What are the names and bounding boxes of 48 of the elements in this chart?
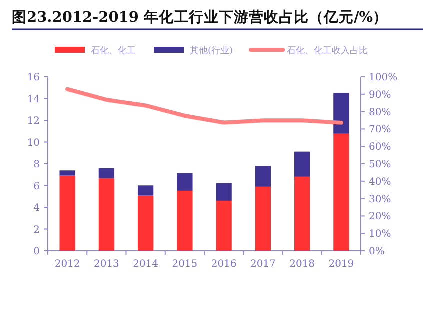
y-tick-label: 16 (27, 72, 40, 84)
y-tick-label: 6 (34, 181, 40, 192)
x-tick-label: 2018 (290, 259, 316, 270)
y-tick-label: 12 (27, 116, 40, 127)
y-tick-label: 4 (34, 203, 40, 214)
y2-tick-label: 80% (369, 107, 392, 118)
y2-tick-label: 50% (369, 160, 392, 170)
y2-tick-label: 20% (369, 212, 392, 223)
y2-tick-label: 60% (369, 142, 392, 154)
x-tick-label: 2017 (250, 259, 276, 270)
x-tick-label: 2016 (211, 259, 237, 270)
bar (216, 183, 232, 201)
bar (177, 190, 193, 251)
bar (98, 168, 115, 178)
bar (98, 178, 115, 251)
x-tick-label: 2015 (172, 259, 198, 270)
legend-label: 石化、化工 (91, 46, 136, 56)
bar (60, 170, 76, 176)
bar (177, 173, 193, 191)
bar (216, 200, 232, 251)
y2-tick-label: 70% (369, 124, 392, 136)
y2-tick-label: 30% (369, 194, 392, 206)
bar (294, 176, 310, 251)
y2-tick-label: 100% (369, 72, 398, 84)
y-tick-label: 14 (27, 94, 40, 106)
x-tick-label: 2013 (94, 259, 120, 270)
bar (334, 134, 350, 251)
y-tick-label: 2 (34, 224, 40, 236)
y2-tick-label: 90% (369, 90, 392, 101)
bar (138, 196, 154, 251)
legend-label: 石化、化工收入占比 (287, 46, 368, 56)
bar (334, 93, 350, 134)
bar (255, 186, 272, 251)
y2-tick-label: 10% (369, 229, 392, 240)
bar (60, 176, 76, 251)
y2-tick-label: 0% (369, 246, 385, 258)
y2-tick-label: 40% (369, 176, 392, 188)
bar (138, 186, 154, 196)
x-tick-label: 2019 (328, 259, 354, 270)
legend-label: 其他(行业) (190, 46, 234, 56)
x-tick-label: 2014 (133, 259, 159, 270)
x-tick-label: 2012 (54, 259, 80, 270)
y-tick-label: 10 (27, 138, 40, 149)
bar (294, 152, 310, 177)
y-tick-label: 0 (34, 246, 40, 258)
y-tick-label: 8 (34, 160, 40, 170)
title: 图23.2012-2019 年化工行业下游营收占比（亿元/%） (12, 9, 388, 26)
bar (255, 166, 272, 187)
